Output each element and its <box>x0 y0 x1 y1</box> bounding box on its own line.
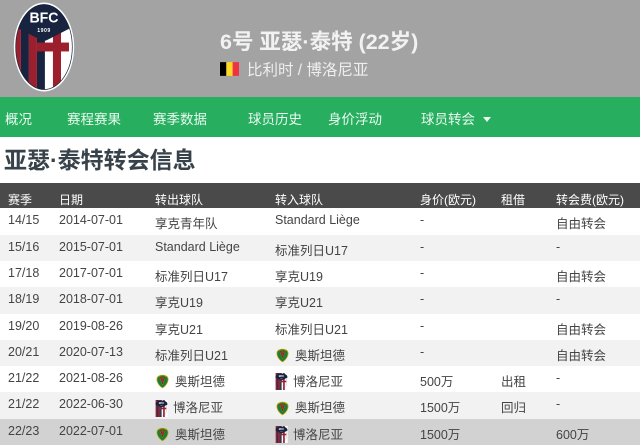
svg-text:BFC: BFC <box>29 10 59 26</box>
svg-text:1909: 1909 <box>37 28 50 34</box>
